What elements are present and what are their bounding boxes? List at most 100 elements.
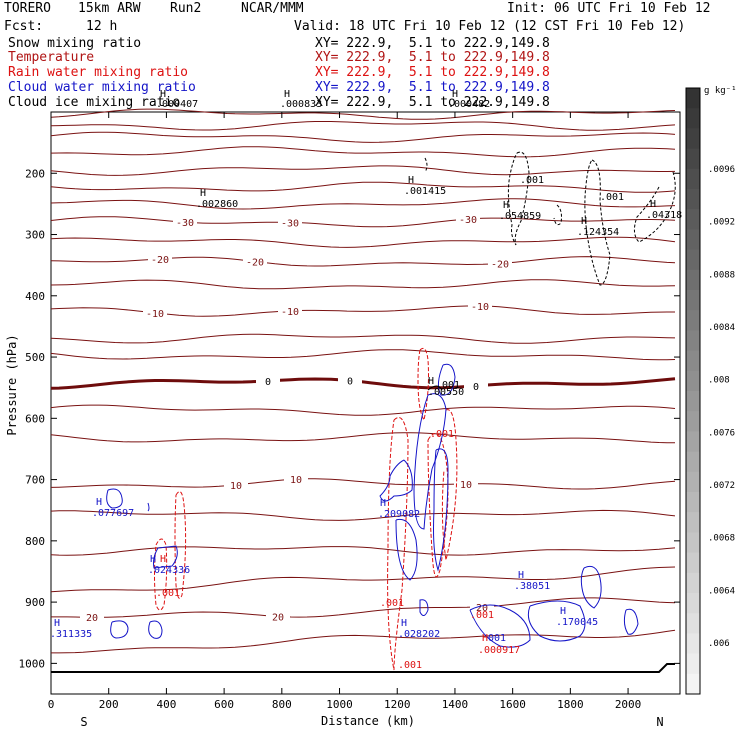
contour-label-bg	[456, 212, 480, 224]
contour-label-bg	[278, 304, 302, 316]
colorbar: .006 .0064 .0068 .0072 .0076 .008 .0084 .0088 .0…	[685, 87, 735, 695]
maximum-label: H	[518, 570, 524, 581]
maximum-label: H	[482, 633, 488, 644]
temperature-contour-label: -10	[146, 309, 164, 320]
colorbar-label: .0068	[708, 534, 735, 544]
rain-contour	[387, 417, 409, 671]
maximum-label: H	[503, 200, 509, 211]
snow-contour	[427, 385, 443, 391]
contour-label-bg	[464, 379, 488, 391]
contour-label-bg	[243, 255, 267, 267]
maximum-label: H	[150, 554, 156, 565]
temperature-contour-label: 20	[86, 613, 98, 624]
maximum-label: .000407	[156, 99, 198, 110]
temperature-contour-label: 10	[460, 480, 472, 491]
colorbar-swatch	[686, 532, 700, 554]
cloud-contour	[623, 608, 639, 635]
maximum-label: .001	[398, 660, 422, 671]
colorbar-swatch	[686, 613, 700, 634]
y-tick-label: 600	[25, 412, 45, 425]
maximum-label: .311335	[50, 629, 92, 640]
contour-label-bg	[143, 306, 167, 318]
temperature-contour	[50, 432, 676, 444]
colorbar-swatch	[686, 572, 700, 594]
temperature-contour-label: -30	[176, 218, 194, 229]
cloud-contour	[527, 600, 586, 642]
x-tick-label: 200	[99, 698, 119, 711]
field-cloudice-name: Cloud ice mixing ratio	[8, 95, 181, 110]
colorbar-swatch	[686, 593, 700, 614]
cloud-contour	[147, 502, 150, 512]
maximum-label: .001415	[404, 186, 446, 197]
ice-contour	[507, 151, 530, 246]
rain-contours	[154, 347, 458, 671]
y-tick-label: 500	[25, 351, 45, 364]
cloud-contour	[153, 545, 178, 569]
maximum-label: H	[581, 216, 587, 227]
y-tick-label: 200	[25, 167, 45, 180]
x-tick-label: 800	[272, 698, 292, 711]
x-tick-label: 1000	[326, 698, 353, 711]
cloud-contour	[106, 488, 123, 509]
contour-label-bg	[278, 216, 302, 228]
maximum-label: .04318	[646, 210, 682, 221]
forecast-label: Fcst:	[4, 19, 44, 34]
maximum-label: .124354	[577, 227, 619, 238]
cloud-water-contours	[106, 363, 639, 648]
temperature-contour-label: -20	[246, 258, 264, 269]
maximum-label: .209082	[378, 509, 420, 520]
temperature-contour	[50, 333, 676, 344]
y-axis-title: Pressure (hPa)	[5, 334, 19, 435]
colorbar-label: .0076	[708, 428, 735, 438]
colorbar-swatch	[686, 168, 700, 190]
temperature-contour	[50, 146, 676, 158]
maximum-label: .002860	[196, 199, 238, 210]
maximum-label: H	[428, 376, 434, 387]
colorbar-label: .0096	[708, 165, 735, 175]
temperature-contour	[50, 256, 676, 267]
y-tick-label: 300	[25, 229, 45, 242]
temperature-contour	[50, 349, 676, 361]
maximum-label: H	[284, 89, 290, 100]
temperature-contour-label: -10	[281, 307, 299, 318]
y-tick-label: 700	[25, 474, 45, 487]
field-cloudice-xy: XY= 222.9, 5.1 to 222.9,149.8	[315, 95, 550, 110]
north-end-label: N	[656, 715, 663, 729]
x-axis-ticks: 0 200 400 600 800 1000 1200 1400 1600 1800 2000	[48, 112, 641, 711]
colorbar-unit: g kg⁻¹	[704, 86, 737, 96]
colorbar-label: .0072	[708, 481, 735, 491]
snow-contours	[427, 385, 443, 391]
temperature-contour-label: 10	[230, 481, 242, 492]
field-rain-name: Rain water mixing ratio	[8, 65, 189, 80]
x-axis-title: Distance (km)	[321, 714, 415, 728]
cloud-contour	[110, 620, 129, 639]
x-tick-label: 600	[214, 698, 234, 711]
colorbar-swatch	[686, 370, 700, 392]
colorbar-swatch	[686, 492, 700, 513]
maximum-label: .001	[600, 192, 624, 203]
colorbar-swatch	[686, 229, 700, 251]
maximum-label: .024336	[148, 565, 190, 576]
forecast-hour: 12 h	[86, 19, 118, 34]
maximum-label: .077697	[92, 508, 134, 519]
maximum-label: .000833	[280, 99, 322, 110]
init-time: Init: 06 UTC Fri 10 Feb 12	[507, 1, 711, 16]
field-temperature-xy: XY= 222.9, 5.1 to 222.9,149.8	[315, 50, 550, 65]
colorbar-swatch	[686, 673, 700, 695]
cloud-contour	[148, 620, 163, 639]
valid-time: Valid: 18 UTC Fri 10 Feb 12 (12 CST Fri …	[294, 19, 686, 34]
cloud-contour	[433, 448, 449, 572]
maximum-label: H	[160, 554, 166, 565]
colorbar-swatch	[686, 88, 700, 109]
maximum-label: H	[650, 199, 656, 210]
terrain	[51, 663, 675, 673]
maximum-label: .000482	[448, 99, 490, 110]
model-resolution: 15km ARW	[78, 1, 141, 16]
field-snow-xy: XY= 222.9, 5.1 to 222.9,149.8	[315, 36, 550, 51]
x-tick-label: 1200	[384, 698, 411, 711]
cloud-contour	[469, 604, 531, 648]
ice-contour	[584, 159, 611, 286]
maximum-label: H	[160, 89, 166, 100]
